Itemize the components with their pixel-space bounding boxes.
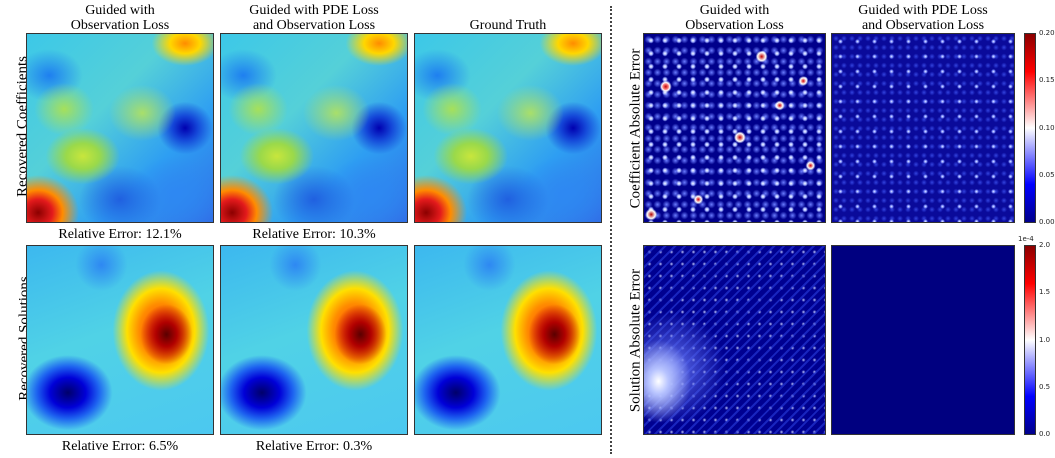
section-divider <box>610 6 612 454</box>
title-line1: Guided with <box>85 3 155 18</box>
caption-coef-pde: Relative Error: 10.3% <box>252 227 376 242</box>
title-right-observation-loss: Guided with Observation Loss <box>643 3 826 33</box>
sol-error-pde <box>831 245 1015 435</box>
cbar1-tick-2: 0.10 <box>1039 124 1055 132</box>
title-line2: Observation Loss <box>685 18 784 33</box>
title-line2: Observation Loss <box>70 18 170 33</box>
coef-error-observation <box>643 33 826 223</box>
sol-error-observation <box>643 245 826 435</box>
title-observation-loss: Guided with Observation Loss <box>26 3 214 33</box>
title-line1: Ground Truth <box>469 18 547 33</box>
cbar2-tick-4: 0.0 <box>1039 430 1051 438</box>
caption-sol-pde: Relative Error: 0.3% <box>255 439 373 454</box>
coef-panel-pde <box>220 33 408 223</box>
cbar1-tick-1: 0.15 <box>1039 76 1055 84</box>
coef-panel-ground-truth <box>414 33 602 223</box>
title-line1: Guided with PDE Loss <box>858 3 988 18</box>
sol-panel-observation <box>26 245 214 435</box>
title-right-pde-observation-loss: Guided with PDE Loss and Observation Los… <box>831 3 1015 33</box>
cbar2-scale-label: 1e-4 <box>1018 235 1034 243</box>
title-pde-observation-loss: Guided with PDE Loss and Observation Los… <box>220 3 408 33</box>
caption-sol-observation: Relative Error: 6.5% <box>61 439 179 454</box>
sol-panel-ground-truth <box>414 245 602 435</box>
cbar2-tick-3: 0.5 <box>1039 383 1051 391</box>
cbar2-tick-0: 2.0 <box>1039 241 1051 249</box>
colorbar-sol-error <box>1024 245 1036 435</box>
row-label-coef-error: Coefficient Absolute Error <box>627 48 644 209</box>
row-label-sol-error: Solution Absolute Error <box>627 268 644 413</box>
cbar2-tick-2: 1.0 <box>1039 336 1051 344</box>
title-line2: and Observation Loss <box>252 18 376 33</box>
cbar1-tick-3: 0.05 <box>1039 171 1055 179</box>
coef-error-pde <box>831 33 1015 223</box>
title-line1: Guided with PDE Loss <box>249 3 379 18</box>
title-ground-truth: Ground Truth <box>414 18 602 33</box>
cbar1-tick-0: 0.20 <box>1039 29 1055 37</box>
title-line1: Guided with <box>699 3 770 18</box>
coef-panel-observation <box>26 33 214 223</box>
sol-panel-pde <box>220 245 408 435</box>
title-line2: and Observation Loss <box>861 18 985 33</box>
colorbar-coef-error <box>1024 33 1036 223</box>
cbar1-tick-4: 0.00 <box>1039 218 1055 226</box>
cbar2-tick-1: 1.5 <box>1039 288 1051 296</box>
caption-coef-observation: Relative Error: 12.1% <box>58 227 182 242</box>
